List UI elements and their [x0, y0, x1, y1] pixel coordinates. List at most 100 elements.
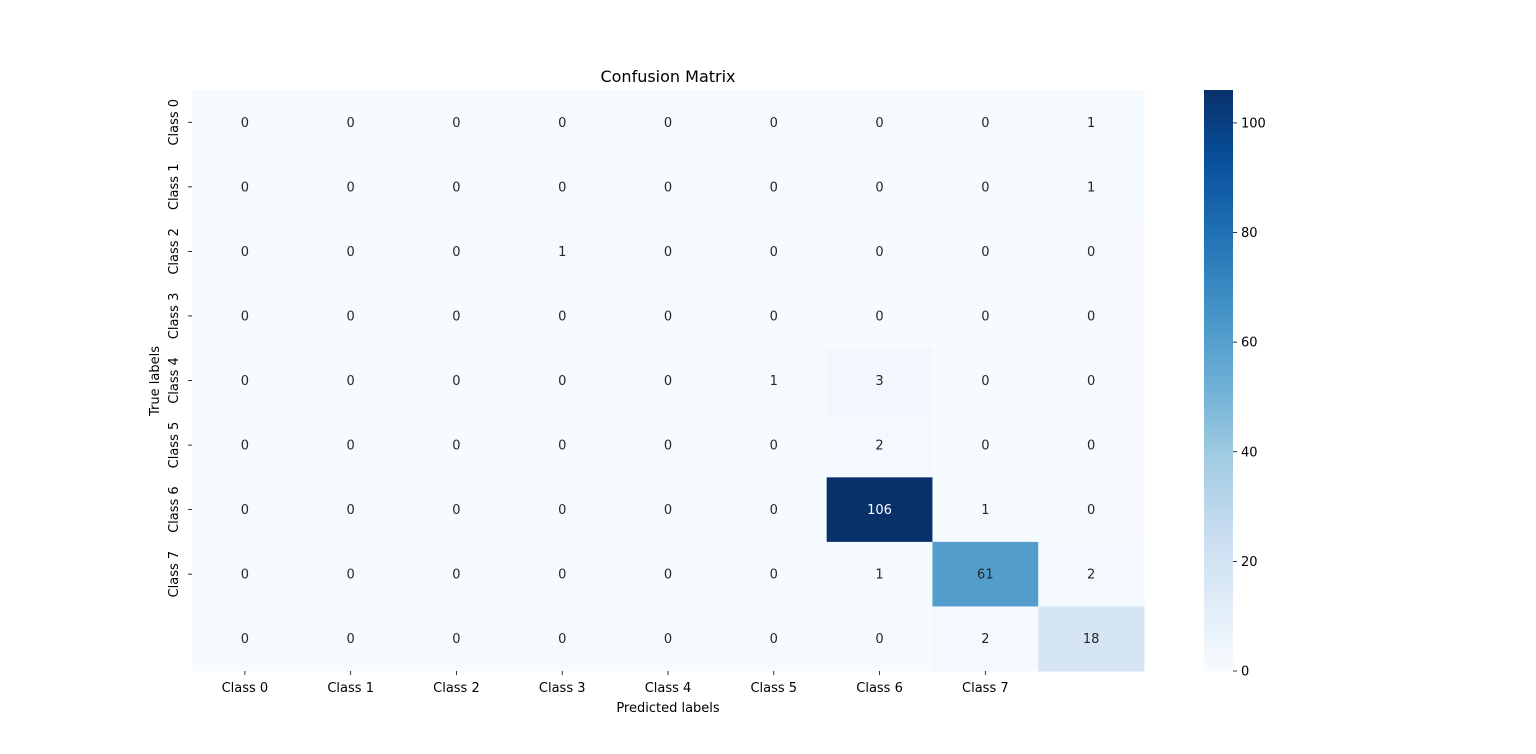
colorbar-tick-label: 80 [1241, 226, 1258, 241]
heatmap-cell [297, 219, 405, 285]
heatmap-cell [826, 283, 933, 349]
heatmap-cell [615, 348, 722, 414]
heatmap-cell [1038, 348, 1145, 414]
colorbar-tick-label: 100 [1241, 116, 1266, 131]
cell-value-label: 0 [664, 374, 672, 389]
heatmap-cell [932, 219, 1039, 285]
cell-value-label: 1 [981, 503, 989, 518]
x-axis-label: Predicted labels [616, 701, 720, 716]
heatmap-cell [720, 283, 828, 349]
cell-value-label: 0 [558, 180, 566, 195]
cell-value-label: 0 [875, 180, 883, 195]
cell-value-label: 0 [981, 116, 989, 131]
heatmap-cell [509, 219, 616, 285]
cell-value-label: 0 [558, 309, 566, 324]
heatmap-cell [720, 477, 828, 543]
y-tick-label: Class 6 [167, 486, 182, 533]
heatmap-cell [1038, 90, 1145, 156]
y-axis-ticks: Class 0 Class 1 Class 2 Class 3 Class 4 Class… [167, 99, 192, 597]
x-axis-ticks: Class 0 Class 1 Class 2 Class 3 Class 4 Class… [222, 671, 1009, 696]
heatmap-cell [403, 606, 510, 672]
cell-value-label: 0 [664, 503, 672, 518]
heatmap-cell [826, 412, 933, 478]
cell-value-label: 0 [558, 116, 566, 131]
x-tick-label: Class 1 [327, 681, 374, 696]
heatmap-cell [826, 477, 933, 543]
heatmap-cell [1038, 154, 1145, 220]
heatmap-cell [1038, 412, 1145, 478]
cell-value-label: 0 [1087, 439, 1095, 454]
cell-value-label: 0 [241, 568, 249, 583]
cell-value-label: 0 [452, 245, 460, 260]
y-tick-label: Class 4 [167, 357, 182, 404]
y-axis-label: True labels [148, 346, 163, 417]
heatmap-cell [297, 412, 405, 478]
heatmap-cell [720, 412, 828, 478]
cell-value-label: 61 [977, 568, 994, 583]
heatmap-cell [297, 348, 405, 414]
heatmap-cell [192, 412, 299, 478]
cell-value-label: 0 [452, 439, 460, 454]
cell-value-label: 0 [770, 439, 778, 454]
heatmap-cell [932, 90, 1039, 156]
heatmap-cell [932, 412, 1039, 478]
heatmap-cell [720, 606, 828, 672]
cell-value-label: 0 [770, 632, 778, 647]
cell-value-label: 0 [452, 180, 460, 195]
cell-value-label: 0 [452, 374, 460, 389]
heatmap-cell [1038, 541, 1145, 607]
cell-value-label: 0 [452, 503, 460, 518]
heatmap-grid: 0 0 0 0 0 0 0 0 1 0 0 0 0 0 0 0 0 1 0 0 0 1 0 0 0 0 0 0 0 0 0 0 0 0 0 0 0 0 0 0… [192, 90, 1145, 672]
heatmap-cell [509, 283, 616, 349]
heatmap-cell [192, 219, 299, 285]
colorbar-tick-label: 60 [1241, 336, 1258, 351]
cell-value-label: 0 [452, 632, 460, 647]
cell-value-label: 0 [664, 632, 672, 647]
heatmap-cell [615, 90, 722, 156]
heatmap-cell [932, 348, 1039, 414]
heatmap-cell [720, 154, 828, 220]
cell-value-label: 0 [558, 374, 566, 389]
cell-value-label: 0 [347, 568, 355, 583]
cell-value-label: 0 [347, 245, 355, 260]
cell-value-label: 0 [981, 245, 989, 260]
heatmap-cell [826, 606, 933, 672]
heatmap-cell [826, 541, 933, 607]
cell-value-label: 0 [664, 245, 672, 260]
colorbar: 0 20 40 60 80 100 [1204, 90, 1266, 680]
heatmap-cell [932, 477, 1039, 543]
heatmap-cell [403, 283, 510, 349]
heatmap-cell [509, 412, 616, 478]
heatmap-cell [509, 154, 616, 220]
cell-value-label: 0 [770, 309, 778, 324]
heatmap-cell [509, 477, 616, 543]
heatmap-cell [720, 541, 828, 607]
heatmap-cell [1038, 283, 1145, 349]
cell-value-label: 0 [241, 503, 249, 518]
heatmap-cell [403, 541, 510, 607]
heatmap-cell [297, 606, 405, 672]
cell-value-label: 0 [241, 116, 249, 131]
heatmap-cell [720, 219, 828, 285]
cell-value-label: 0 [558, 439, 566, 454]
cell-value-label: 0 [452, 309, 460, 324]
chart-title: Confusion Matrix [600, 67, 735, 86]
cell-value-label: 0 [241, 632, 249, 647]
cell-value-label: 0 [981, 309, 989, 324]
cell-value-label: 0 [875, 309, 883, 324]
cell-value-label: 3 [875, 374, 883, 389]
x-tick-label: Class 4 [645, 681, 692, 696]
cell-value-label: 0 [664, 180, 672, 195]
heatmap-cell [509, 348, 616, 414]
heatmap-cell [615, 606, 722, 672]
cell-value-label: 0 [241, 309, 249, 324]
y-tick-label: Class 1 [167, 164, 182, 211]
heatmap-cell [297, 541, 405, 607]
cell-value-label: 0 [452, 568, 460, 583]
cell-value-label: 0 [241, 374, 249, 389]
cell-value-label: 0 [347, 503, 355, 518]
cell-value-label: 1 [1087, 116, 1095, 131]
heatmap-cell [932, 154, 1039, 220]
cell-value-label: 0 [770, 568, 778, 583]
cell-value-label: 0 [558, 632, 566, 647]
